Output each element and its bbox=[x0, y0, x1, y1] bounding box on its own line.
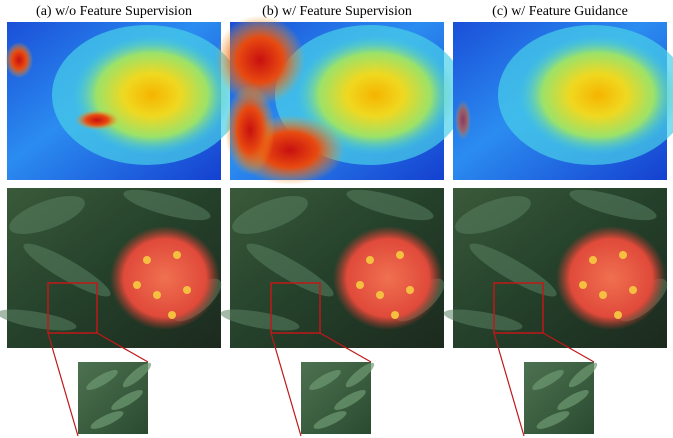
feature-heatmap bbox=[5, 22, 242, 180]
panel: (c) w/ Feature Guidance bbox=[442, 4, 673, 436]
zoom-connector bbox=[271, 333, 301, 436]
rendered-image bbox=[0, 184, 228, 348]
heatmap-hot bbox=[5, 42, 33, 78]
zoom-inset bbox=[524, 360, 600, 434]
heatmap-hot bbox=[75, 110, 119, 130]
heatmap-core bbox=[72, 35, 232, 155]
figure: (a) w/o Feature Supervision (b) w/ Featur… bbox=[0, 0, 673, 438]
flower-center bbox=[183, 286, 191, 294]
zoom-connector bbox=[48, 333, 78, 436]
flower bbox=[333, 226, 443, 330]
flower bbox=[556, 226, 666, 330]
flower-center bbox=[396, 251, 404, 259]
flower-center bbox=[168, 311, 176, 319]
flower-center bbox=[153, 291, 161, 299]
flower-center bbox=[619, 251, 627, 259]
flower-center bbox=[366, 256, 374, 264]
panel-caption: (c) w/ Feature Guidance bbox=[492, 4, 628, 19]
panel-caption: (a) w/o Feature Supervision bbox=[36, 4, 192, 19]
flower-center bbox=[356, 281, 364, 289]
flower-center bbox=[133, 281, 141, 289]
panel-caption: (b) w/ Feature Supervision bbox=[262, 4, 412, 19]
flower-center bbox=[391, 311, 399, 319]
flower-center bbox=[599, 291, 607, 299]
heatmap-hot bbox=[455, 100, 471, 140]
flower-center bbox=[589, 256, 597, 264]
panel: (a) w/o Feature Supervision bbox=[0, 4, 242, 436]
feature-heatmap bbox=[453, 22, 673, 180]
heatmap-hot bbox=[225, 85, 275, 175]
flower-center bbox=[579, 281, 587, 289]
flower-center bbox=[614, 311, 622, 319]
panel: (b) w/ Feature Supervision bbox=[215, 4, 465, 436]
flower-center bbox=[376, 291, 384, 299]
flower-center bbox=[406, 286, 414, 294]
flower bbox=[110, 226, 220, 330]
flower-center bbox=[629, 286, 637, 294]
rendered-image bbox=[219, 184, 450, 348]
flower-center bbox=[173, 251, 181, 259]
feature-heatmap bbox=[215, 15, 465, 185]
flower-center bbox=[143, 256, 151, 264]
zoom-inset bbox=[301, 360, 377, 434]
rendered-image bbox=[442, 184, 673, 348]
zoom-connector bbox=[494, 333, 524, 436]
zoom-inset bbox=[78, 360, 154, 434]
heatmap-core bbox=[518, 35, 673, 155]
